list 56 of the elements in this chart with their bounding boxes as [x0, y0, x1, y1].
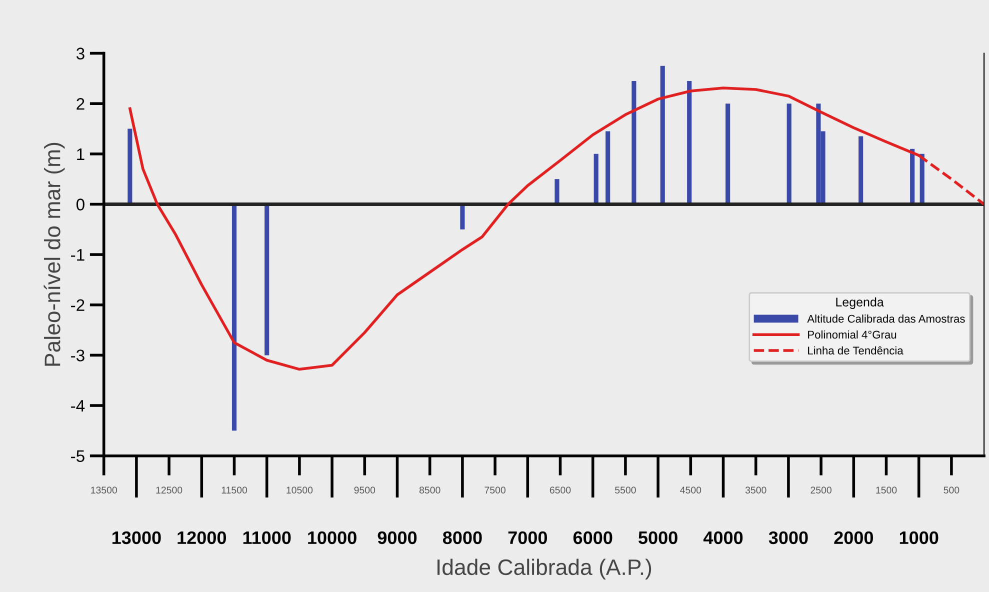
- x-axis-title: Idade Calibrada (A.P.): [438, 558, 652, 580]
- x-tick-label: 8000: [442, 531, 482, 544]
- legend-label: Altitude Calibrada das Amostras: [807, 314, 965, 323]
- y-tick-label: 3: [76, 48, 84, 60]
- x2-tick-label: 11500: [222, 486, 248, 494]
- bar: [264, 204, 270, 356]
- x2-tick-label: 9500: [354, 486, 376, 494]
- x-tick-label: 4000: [703, 531, 743, 544]
- x2-tick-label: 5500: [615, 486, 636, 494]
- x-tick-label: 2000: [834, 531, 873, 544]
- bar: [687, 80, 692, 204]
- x2-tick-label: 3500: [745, 486, 766, 494]
- x-tick-label: 5000: [638, 531, 678, 544]
- legend-label: Linha de Tendência: [808, 346, 904, 355]
- x2-tick-label: 1500: [876, 486, 897, 494]
- x-tick-label: 13000: [112, 531, 161, 544]
- legend-title: Legenda: [836, 297, 884, 309]
- bar: [726, 104, 730, 204]
- x-tick-label: 10000: [308, 531, 356, 544]
- bar: [554, 179, 560, 204]
- x2-tick-label: 500: [944, 486, 960, 494]
- y-tick-label: 2: [76, 98, 84, 110]
- y-tick-label: -3: [71, 350, 84, 362]
- legend-label: Polinomial 4°Grau: [808, 330, 896, 339]
- y-tick-label: -4: [71, 400, 85, 412]
- bar: [128, 128, 132, 204]
- x-tick-label: 12000: [178, 531, 226, 544]
- x2-tick-label: 7500: [484, 486, 506, 494]
- bar: [786, 104, 792, 204]
- bar: [632, 80, 636, 204]
- x-tick-label: 9000: [378, 531, 417, 544]
- x-tick-label: 1000: [900, 531, 938, 544]
- x2-tick-label: 2500: [810, 486, 832, 494]
- x2-tick-label: 10500: [286, 486, 313, 494]
- y-tick-label: -2: [71, 299, 84, 311]
- x-tick-label: 7000: [508, 531, 547, 544]
- y-tick-label: -5: [71, 450, 84, 462]
- bar: [660, 66, 665, 204]
- x2-tick-label: 13500: [91, 486, 117, 494]
- bar: [910, 148, 915, 204]
- x2-tick-label: 8500: [419, 486, 440, 494]
- bar: [606, 131, 610, 204]
- y-tick-label: -1: [71, 249, 84, 261]
- y-tick-label: 0: [76, 198, 84, 210]
- x-tick-label: 11000: [243, 531, 291, 544]
- x2-tick-label: 4500: [680, 486, 702, 494]
- x2-tick-label: 12500: [156, 486, 182, 494]
- bar: [594, 154, 598, 204]
- bar: [460, 204, 465, 230]
- bar: [232, 204, 237, 431]
- y-axis-title: Paleo-nível do mar (m): [44, 142, 65, 366]
- x-tick-label: 3000: [768, 531, 808, 544]
- y-tick-label: 1: [77, 148, 84, 160]
- x2-tick-label: 6500: [550, 486, 571, 494]
- x-tick-label: 6000: [573, 531, 612, 544]
- bar: [858, 136, 864, 204]
